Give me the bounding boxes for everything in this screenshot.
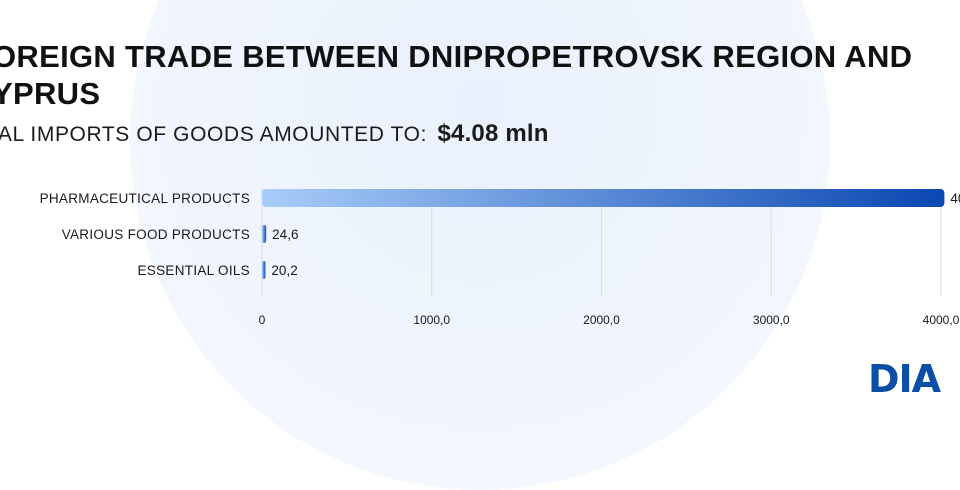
value-label: 40 — [950, 191, 960, 206]
dia-logo: DIA — [868, 357, 941, 401]
x-tick-label: 1000,0 — [413, 313, 450, 327]
chart-labels: 0 1000,0 2000,0 3000,0 4000,0 PHARMACEUTICAL … — [40, 191, 960, 327]
category-label: ESSENTIAL OILS — [138, 263, 251, 278]
bar — [262, 261, 266, 279]
category-label: PHARMACEUTICAL PRODUCTS — [40, 191, 250, 206]
page-title: OREIGN TRADE BETWEEN DNIPROPETROVSK REGI… — [0, 39, 913, 111]
x-tick-label: 3000,0 — [753, 313, 790, 327]
value-label: 24,6 — [272, 227, 298, 242]
chart-bars — [262, 189, 945, 279]
bar — [262, 189, 945, 207]
subtitle-total-value: $4.08 mln — [437, 120, 549, 147]
x-tick-label: 4000,0 — [923, 313, 960, 327]
x-tick-label: 2000,0 — [583, 313, 620, 327]
imports-bar-chart: 0 1000,0 2000,0 3000,0 4000,0 PHARMACEUTICAL … — [40, 188, 960, 327]
x-tick-label: 0 — [259, 313, 266, 327]
subtitle: TAL IMPORTS OF GOODS AMOUNTED TO: $4.08 … — [0, 119, 549, 150]
category-label: VARIOUS FOOD PRODUCTS — [62, 227, 250, 242]
subtitle-prefix: TAL IMPORTS OF GOODS AMOUNTED TO: — [0, 123, 428, 146]
value-label: 20,2 — [271, 263, 297, 278]
dia-logo-text: DIA — [868, 357, 941, 401]
bar — [262, 225, 267, 243]
